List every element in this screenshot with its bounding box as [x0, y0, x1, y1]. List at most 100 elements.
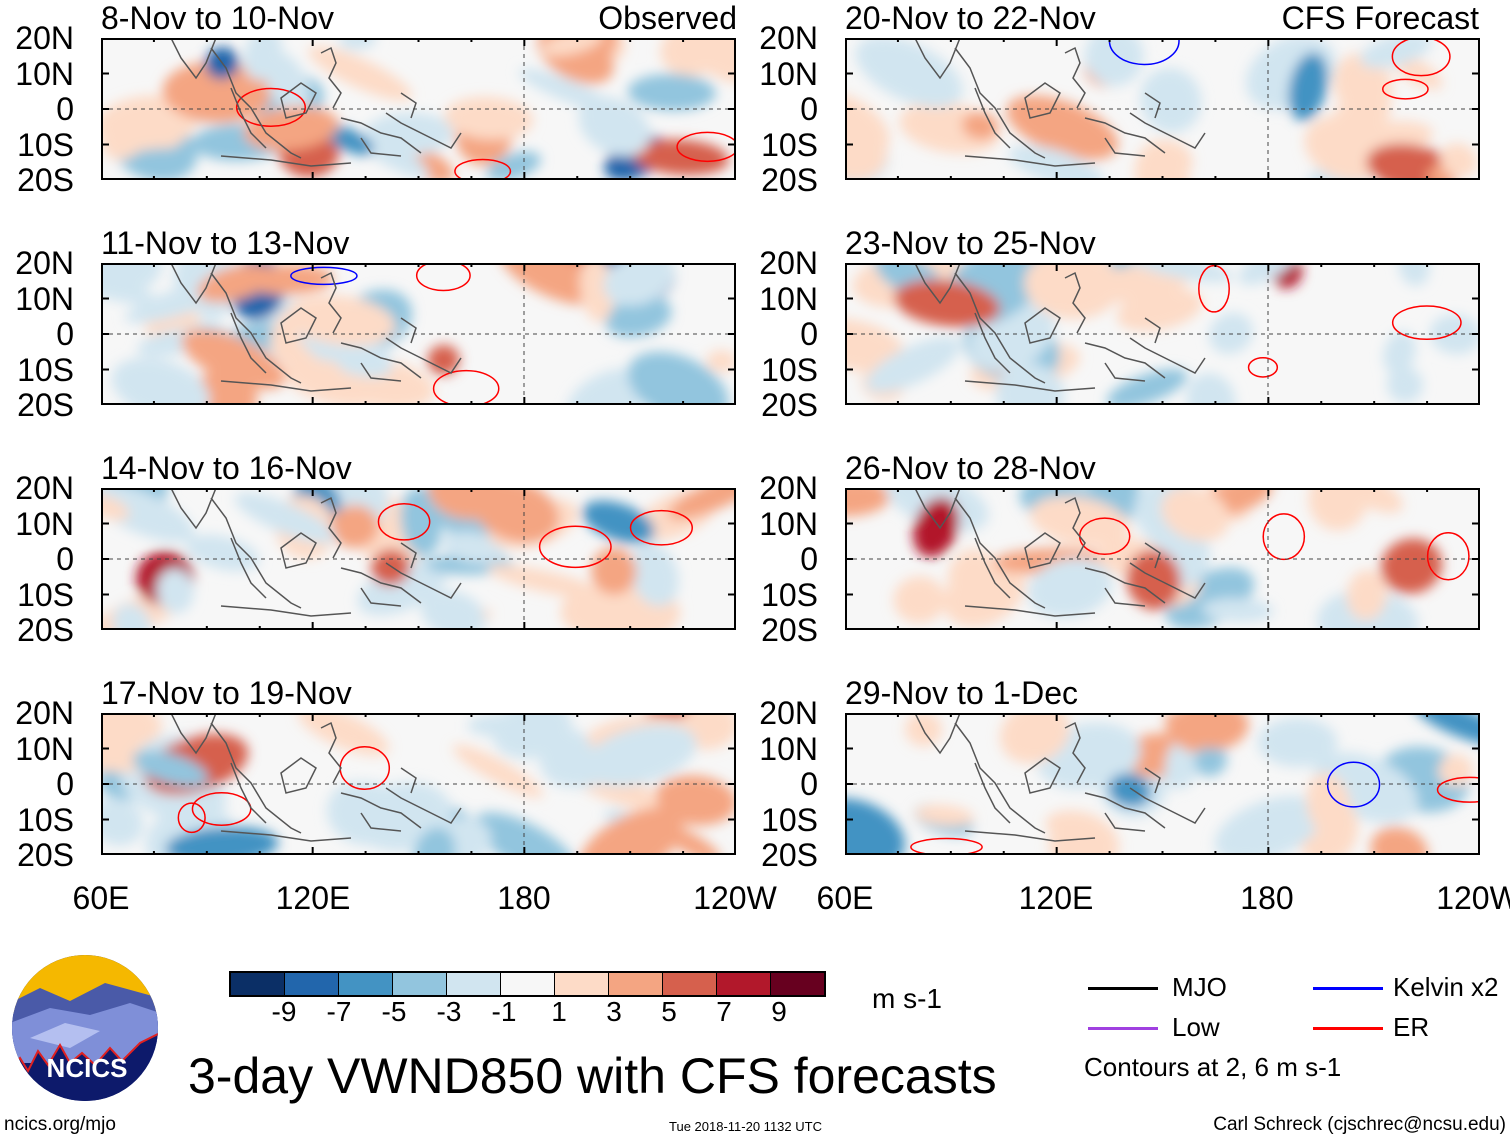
wind-anomaly-region — [1336, 488, 1403, 514]
wind-anomaly-region — [578, 807, 684, 855]
wave-contour — [629, 509, 693, 546]
lat-label: 20N — [15, 245, 74, 281]
wave-contour — [1247, 357, 1279, 378]
wave-contour — [415, 263, 471, 292]
colorbar — [229, 971, 826, 997]
wave-contour — [235, 87, 306, 128]
colorbar-tick-label: -7 — [326, 996, 352, 1027]
legend-line-kelvin — [1313, 987, 1383, 990]
colorbar-swatch — [338, 973, 392, 995]
colorbar-swatch — [554, 973, 608, 995]
wave-contour — [676, 131, 736, 163]
lat-label: 10S — [761, 801, 818, 838]
colorbar-tick-label: 9 — [771, 996, 787, 1027]
wave-contour — [910, 837, 983, 855]
colorbar-swatch — [500, 973, 554, 995]
wind-anomaly-region — [995, 363, 1065, 405]
wind-anomaly-region — [913, 497, 960, 558]
wave-contour — [1262, 513, 1306, 561]
wind-anomaly-region — [1208, 312, 1254, 354]
lat-label: 10S — [17, 801, 74, 838]
lat-label: 10S — [761, 576, 818, 613]
wind-anomaly-region — [234, 492, 336, 544]
lat-label: 20N — [759, 20, 818, 56]
lon-label-120e-left: 120E — [275, 880, 351, 916]
wave-contour — [1426, 531, 1470, 581]
lat-label: 0 — [800, 316, 818, 352]
lat-label: 10S — [761, 126, 818, 163]
wind-anomaly-region — [362, 112, 454, 157]
wind-anomaly-region — [1006, 95, 1119, 160]
colorbar-swatch — [231, 973, 284, 995]
cfs-forecast-label: CFS Forecast — [1281, 0, 1479, 36]
wind-anomaly-region — [566, 368, 651, 405]
coastline — [914, 263, 1206, 392]
axis-ticks — [101, 38, 736, 180]
wind-anomaly-region — [706, 350, 736, 373]
ncics-logo: NCICS — [12, 955, 158, 1101]
map-panel — [845, 38, 1480, 180]
wind-anomaly-region — [1413, 713, 1480, 746]
wind-anomaly-region — [1186, 373, 1236, 405]
lat-label: 20S — [761, 387, 818, 423]
wave-contour — [177, 802, 206, 834]
wind-anomaly-region — [324, 125, 374, 156]
wind-anomaly-region — [444, 96, 534, 140]
lat-label: 10N — [759, 505, 818, 542]
lon-label-60e-right: 60E — [816, 880, 874, 916]
wind-anomaly-region — [370, 549, 411, 586]
lat-label: 20N — [759, 470, 818, 506]
map-panel — [101, 713, 736, 855]
wind-anomaly-region — [264, 51, 310, 115]
axis-ticks — [845, 713, 1480, 855]
contour-note: Contours at 2, 6 m s-1 — [1084, 1052, 1342, 1082]
wind-anomaly-region — [632, 139, 730, 176]
wind-anomaly-region — [1398, 263, 1430, 286]
lat-label: 10N — [15, 505, 74, 542]
wind-anomaly-region — [472, 488, 559, 543]
coastline — [914, 38, 1206, 167]
wind-anomaly-region — [1045, 810, 1108, 843]
wind-anomaly-region — [197, 263, 274, 303]
wind-anomaly-region — [1214, 795, 1323, 855]
wind-anomaly-region — [1438, 754, 1474, 787]
wind-anomaly-region — [101, 797, 144, 846]
axis-ticks — [101, 713, 736, 855]
wind-anomaly-region — [181, 329, 286, 390]
panel-title: 26-Nov to 28-Nov — [845, 450, 1096, 486]
wind-anomaly-region — [578, 96, 651, 157]
lat-label: 10S — [761, 351, 818, 388]
wind-anomaly-region — [101, 494, 130, 521]
wind-anomaly-region — [660, 38, 723, 77]
wind-anomaly-region — [1108, 773, 1152, 808]
lon-label-60e-left: 60E — [72, 880, 130, 916]
map-panel — [101, 263, 736, 405]
lat-label: 20S — [761, 837, 818, 873]
website-link[interactable]: ncics.org/mjo — [4, 1114, 116, 1135]
wind-anomaly-region — [668, 488, 736, 520]
wave-contour — [1326, 761, 1381, 808]
map-panel — [101, 488, 736, 630]
legend-line-mjo — [1088, 987, 1158, 990]
wind-anomaly-region — [865, 336, 961, 393]
wave-contour — [377, 502, 431, 541]
lat-label: 10N — [759, 730, 818, 767]
wind-anomaly-region — [630, 542, 679, 607]
lat-label: 0 — [800, 541, 818, 577]
wind-anomaly-region — [112, 603, 151, 630]
coastline — [914, 488, 1206, 617]
map-panel — [101, 38, 736, 180]
logo-text: NCICS — [47, 1053, 128, 1083]
wind-anomaly-region — [441, 531, 505, 564]
wind-anomaly-region — [101, 488, 195, 543]
timestamp: Tue 2018-11-20 1132 UTC — [669, 1119, 822, 1134]
wind-anomaly-region — [1201, 597, 1274, 623]
wind-anomaly-region — [1127, 263, 1234, 283]
wind-anomaly-region — [145, 110, 187, 149]
legend-line-er — [1313, 1027, 1383, 1030]
lat-label: 0 — [56, 766, 74, 802]
wave-contour — [538, 525, 612, 569]
lat-label: 20N — [759, 245, 818, 281]
wind-anomaly-region — [330, 505, 379, 549]
wind-anomaly-region — [297, 713, 389, 756]
